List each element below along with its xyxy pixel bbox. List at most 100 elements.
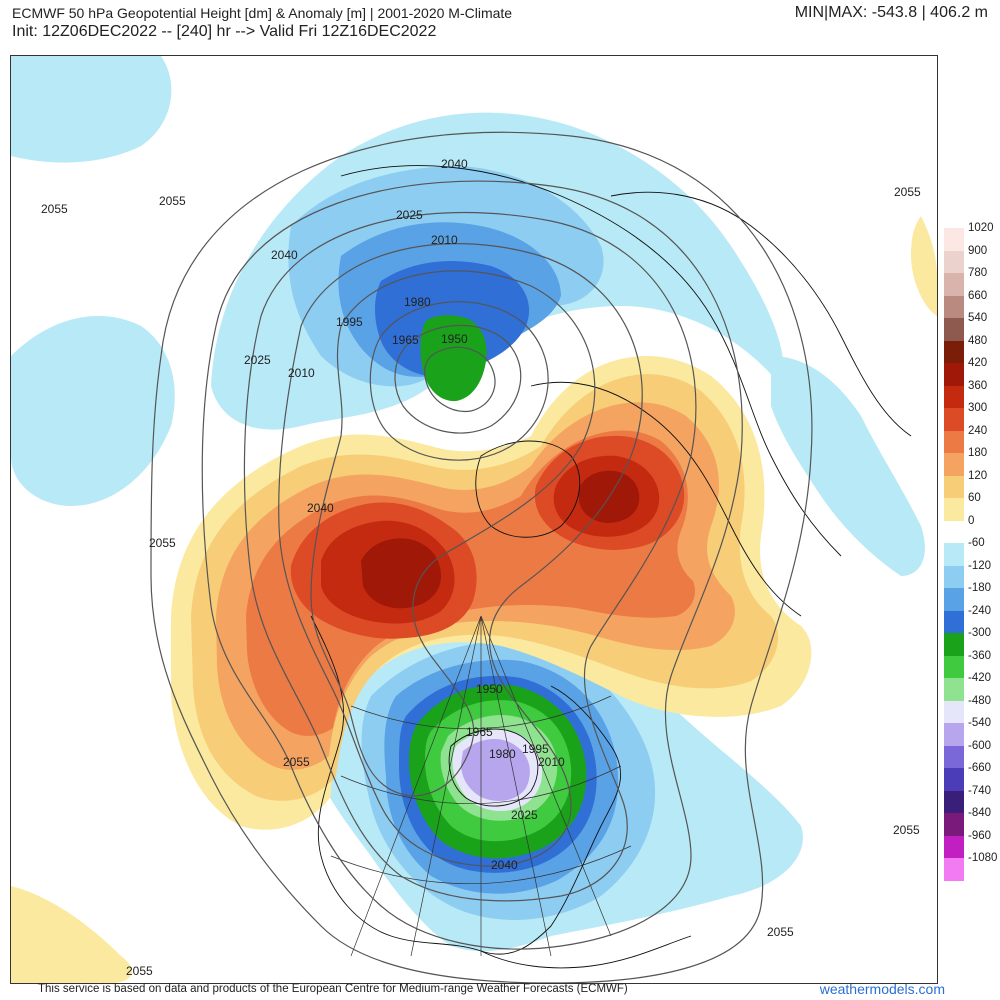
legend-swatch (944, 498, 964, 521)
coastline-asia-east (610, 191, 912, 437)
legend-label: -840 (968, 807, 992, 819)
legend-entry: 0 (944, 515, 1000, 543)
legend-entry: 660 (944, 290, 1000, 318)
legend-entry: 360 (944, 380, 1000, 408)
contour-1980-north (369, 301, 549, 461)
legend-label: 60 (968, 492, 981, 504)
legend-swatch (944, 790, 964, 813)
legend-label: 480 (968, 334, 988, 347)
legend-entry: -480 (944, 695, 1000, 723)
coastline-europe (530, 381, 802, 617)
contour-label: 1950 (476, 682, 503, 696)
legend-entry: -840 (944, 807, 1000, 836)
legend-swatch (944, 340, 964, 363)
contour-label: 2055 (767, 925, 794, 939)
legend-entry: 240 (944, 425, 1000, 453)
anomaly-region (771, 356, 925, 576)
legend-label: -180 (968, 582, 992, 594)
legend-swatch (944, 858, 964, 881)
legend-swatch (944, 453, 964, 476)
legend-swatch (944, 543, 964, 566)
contour-label: 2010 (538, 755, 565, 769)
legend-label: 1020 (968, 222, 994, 234)
legend-entry: 540 (944, 312, 1000, 341)
legend-swatch (944, 475, 964, 498)
legend-swatch (944, 385, 964, 408)
legend-entry: 60 (944, 492, 1000, 521)
contour-label: 2055 (126, 964, 153, 978)
legend-label: 780 (968, 267, 988, 279)
legend-entry: -1080 (944, 852, 1000, 881)
contour-2040 (201, 180, 743, 950)
legend-label: -600 (968, 739, 992, 752)
init-valid-time: Init: 12Z06DEC2022 -- [240] hr --> Valid… (12, 23, 437, 40)
min-max-readout: MIN|MAX: -543.8 | 406.2 m (794, 4, 988, 21)
legend-swatch (944, 835, 964, 858)
legend-entry: 480 (944, 335, 1000, 363)
graticule-line (480, 615, 612, 937)
legend-label: 900 (968, 244, 988, 257)
contour-label: 2055 (894, 185, 921, 199)
contour-label: 2040 (307, 501, 334, 515)
contour-label: 2040 (441, 157, 468, 171)
anomaly-region (11, 56, 172, 163)
contour-label: 1980 (489, 747, 516, 761)
contour-label: 2055 (149, 536, 176, 550)
contour-label: 2010 (431, 233, 458, 247)
legend-swatch (944, 723, 964, 746)
graticule-line (410, 615, 482, 957)
legend-label: -240 (968, 604, 992, 617)
legend-swatch (944, 228, 964, 251)
legend-swatch (944, 430, 964, 453)
contour-2010 (278, 243, 643, 867)
legend-swatch (944, 588, 964, 611)
coastline-eurasia (340, 165, 842, 557)
contour-1995 (310, 270, 596, 797)
contour-label: 2040 (491, 858, 518, 872)
legend-entry: -120 (944, 560, 1000, 588)
coastlines (310, 165, 912, 969)
contour-label: 1980 (404, 295, 431, 309)
legend-label: 660 (968, 289, 988, 302)
contour-label: 1965 (392, 333, 419, 347)
legend-label: -420 (968, 672, 992, 684)
site-link[interactable]: weathermodels.com (819, 981, 945, 997)
legend-label: -740 (968, 784, 992, 797)
legend-entry: 300 (944, 402, 1000, 431)
legend-entry: -600 (944, 740, 1000, 768)
contour-2055 (150, 131, 813, 983)
contour-label: 2025 (244, 353, 271, 367)
legend-label: -960 (968, 829, 992, 842)
coastline-greenland (475, 440, 581, 538)
legend-label: 120 (968, 469, 988, 482)
legend-label: 540 (968, 312, 988, 324)
legend-swatch (944, 318, 964, 341)
legend-entry: -960 (944, 830, 1000, 858)
map-title: ECMWF 50 hPa Geopotential Height [dm] & … (12, 5, 513, 21)
legend-label: -300 (968, 627, 992, 639)
legend-entry: -240 (944, 605, 1000, 633)
height-contours (150, 131, 813, 983)
legend-label: -60 (968, 537, 985, 549)
anomaly-region (11, 316, 175, 506)
contour-label: 1995 (522, 742, 549, 756)
legend-entry: 780 (944, 267, 1000, 296)
legend-entry: -660 (944, 762, 1000, 791)
legend-entry: -740 (944, 785, 1000, 813)
legend-entry: 420 (944, 357, 1000, 386)
legend-swatch (944, 295, 964, 318)
graticule-line (350, 615, 482, 957)
legend-swatch (944, 700, 964, 723)
contour-1950-north (424, 346, 496, 413)
legend-entry: -60 (944, 537, 1000, 566)
graticule-arc (340, 765, 622, 805)
graticule-arc (330, 845, 632, 885)
legend-label: 300 (968, 402, 988, 414)
contour-label: 2025 (511, 808, 538, 822)
legend-label: 180 (968, 447, 988, 459)
legend-swatch (944, 678, 964, 701)
legend-entry: -360 (944, 650, 1000, 678)
contour-label: 1995 (336, 315, 363, 329)
legend-entry: -420 (944, 672, 1000, 701)
contour-label: 2055 (159, 194, 186, 208)
